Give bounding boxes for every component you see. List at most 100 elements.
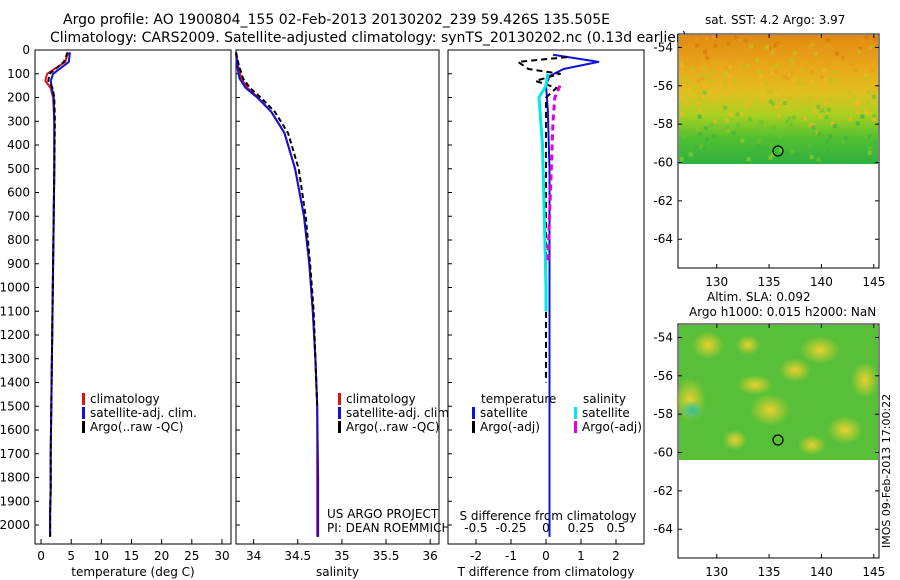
sst-pixel xyxy=(793,51,798,56)
sst-pixel xyxy=(739,65,744,70)
x-axis-label: salinity xyxy=(316,565,359,579)
sst-pixel xyxy=(873,36,878,41)
sst-pixel xyxy=(713,43,718,48)
sst-pixel xyxy=(822,68,827,73)
map-x-tick-label: 145 xyxy=(862,565,885,579)
sst-pixel xyxy=(852,78,857,83)
sst-pixel xyxy=(726,55,731,60)
sst-pixel xyxy=(729,112,734,117)
sla-high-blob xyxy=(723,430,747,450)
salinity-panel: 34 34.5 35 35.5 36 salinity climatologysatelli… xyxy=(235,49,453,579)
sst-pixel xyxy=(747,100,752,105)
sst-pixel xyxy=(694,144,699,149)
sst-pixel xyxy=(727,65,732,70)
sst-pixel xyxy=(724,119,729,123)
sst-pixel xyxy=(696,73,701,78)
legend-header-salinity: salinity xyxy=(583,392,626,406)
sst-pixel xyxy=(823,92,828,96)
sst-pixel xyxy=(857,49,862,54)
sst-pixel xyxy=(869,57,874,62)
sst-pixel xyxy=(710,150,715,154)
map-y-tick-label: -56 xyxy=(653,369,673,383)
sst-pixel xyxy=(745,48,750,53)
sst-pixel xyxy=(697,114,702,119)
sst-pixel xyxy=(679,60,684,65)
sst-pixel xyxy=(756,140,761,145)
sla-map-title2: Argo h1000: 0.015 h2000: NaN xyxy=(689,305,876,319)
sst-pixel xyxy=(759,74,764,78)
legend-label: climatology xyxy=(90,392,160,406)
sst-pixel xyxy=(744,104,749,109)
sla-map: Altim. SLA: 0.092 Argo h1000: 0.015 h200… xyxy=(653,290,885,579)
sst-pixel xyxy=(777,134,782,139)
sst-pixel xyxy=(849,62,854,67)
sst-pixel xyxy=(778,44,783,49)
sst-pixel xyxy=(679,157,684,162)
sst-pixel xyxy=(803,116,808,121)
sst-pixel xyxy=(707,53,712,58)
x-tick-label: -1 xyxy=(505,549,517,563)
legend-label: satellite-adj. clim. xyxy=(90,406,197,420)
sst-pixel xyxy=(760,97,765,102)
sst-pixel xyxy=(682,57,687,62)
x-tick-label: 15 xyxy=(124,549,139,563)
sst-pixel xyxy=(779,148,784,153)
sst-pixel xyxy=(759,82,764,87)
sst-pixel xyxy=(706,82,711,87)
top-tick-label: 0.25 xyxy=(568,521,595,535)
sst-pixel xyxy=(816,157,821,162)
sst-pixel xyxy=(823,77,828,82)
sst-pixel xyxy=(697,96,702,101)
sst-pixel xyxy=(757,137,762,142)
sst-pixel xyxy=(702,147,707,152)
sst-pixel xyxy=(790,71,795,76)
sst-pixel xyxy=(712,96,717,101)
sst-pixel xyxy=(770,101,775,106)
sst-pixel xyxy=(867,150,872,155)
x-tick-label: 5 xyxy=(67,549,75,563)
sst-pixel xyxy=(872,117,877,122)
salinity-frame xyxy=(235,49,440,545)
temperature-frame xyxy=(34,49,232,545)
sla-high-blob xyxy=(800,336,840,364)
sst-pixel xyxy=(769,66,774,71)
x-tick-label: 34 xyxy=(246,549,261,563)
sst-pixel xyxy=(824,115,829,119)
sst-pixel xyxy=(679,112,684,117)
sst-pixel xyxy=(746,157,751,162)
sst-pixel xyxy=(842,154,847,159)
y-tick-label: 1200 xyxy=(0,328,30,342)
sst-pixel xyxy=(722,83,727,88)
sst-pixel xyxy=(692,87,697,92)
sst-pixel xyxy=(856,109,860,114)
top-tick-label: -0.25 xyxy=(495,521,526,535)
argo-position-marker-sla xyxy=(772,434,784,446)
legend-label: satellite xyxy=(582,406,630,420)
sst-pixel xyxy=(864,35,869,40)
sst-pixel xyxy=(810,42,815,47)
sst-pixel xyxy=(864,109,868,114)
legend-swatch xyxy=(82,421,85,433)
sla-high-blob xyxy=(736,335,760,355)
y-tick-label: 1100 xyxy=(0,304,30,318)
legend-label: Argo(..raw -QC) xyxy=(346,420,439,434)
sst-pixel xyxy=(770,50,775,55)
sst-pixel xyxy=(826,43,831,48)
sst-pixel xyxy=(735,112,740,117)
sla-map-title1: Altim. SLA: 0.092 xyxy=(707,290,811,304)
sst-pixel xyxy=(698,132,703,137)
sst-pixel xyxy=(835,51,839,56)
map-y-tick-label: -64 xyxy=(653,522,673,536)
top-tick-label: 0.5 xyxy=(606,521,625,535)
map-x-tick-label: 145 xyxy=(862,275,885,289)
sst-pixel xyxy=(694,150,699,155)
sst-pixel xyxy=(697,108,702,113)
sst-pixel xyxy=(860,39,865,44)
sst-pixel xyxy=(834,77,839,82)
x-tick-label: 2 xyxy=(612,549,620,563)
sst-pixel xyxy=(680,80,685,84)
sst-pixel xyxy=(684,61,689,66)
sst-pixel xyxy=(727,73,732,78)
sst-pixel xyxy=(791,115,796,120)
sst-pixel xyxy=(832,149,837,154)
